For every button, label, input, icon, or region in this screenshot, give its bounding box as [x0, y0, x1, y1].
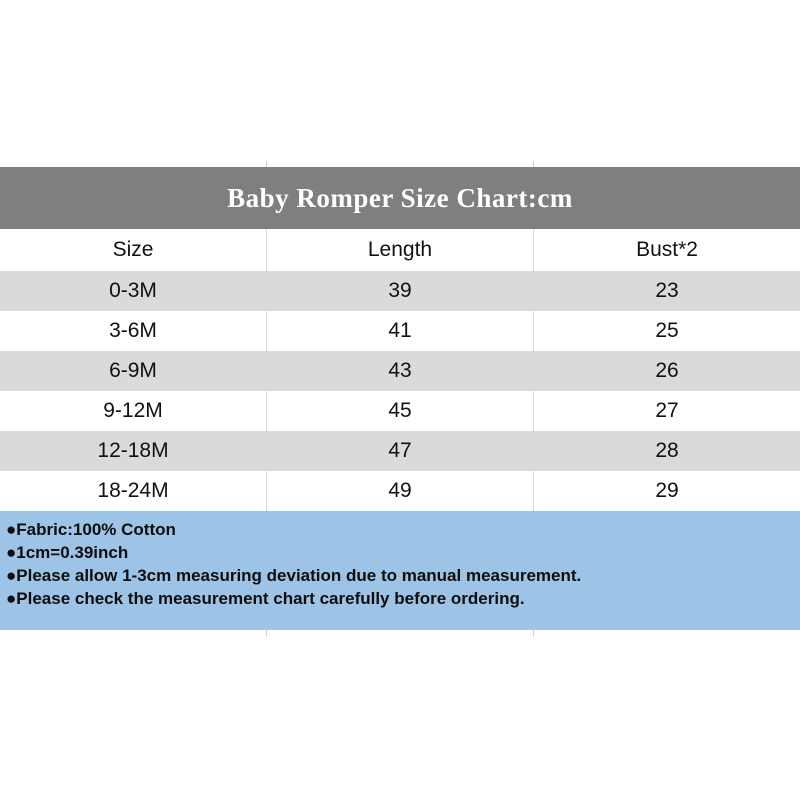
- size-cell: 12-18M: [97, 439, 169, 462]
- table-row: 12-18M 47 28: [0, 431, 800, 471]
- bust-cell: 26: [655, 359, 679, 382]
- note-cm-inch: ●1cm=0.39inch: [6, 543, 129, 562]
- size-table: Size Length Bust*2 0-3M 39 23 3-6M 41 25…: [0, 229, 800, 511]
- column-divider-tick: [266, 161, 267, 167]
- column-divider-tick: [266, 630, 267, 636]
- length-cell: 49: [266, 471, 533, 511]
- table-row: 6-9M 43 26: [0, 351, 800, 391]
- table-header-row: Size Length Bust*2: [0, 229, 800, 271]
- size-cell: 9-12M: [103, 399, 163, 422]
- notes-box: ●Fabric:100% Cotton ●1cm=0.39inch ●Pleas…: [0, 511, 800, 630]
- length-cell: 41: [266, 311, 533, 351]
- column-divider-tick: [533, 630, 534, 636]
- length-cell: 47: [388, 439, 412, 462]
- bust-cell: 28: [655, 439, 679, 462]
- table-row: 3-6M 41 25: [0, 311, 800, 351]
- bust-cell: 27: [533, 391, 800, 431]
- bust-cell: 23: [655, 279, 679, 302]
- note-deviation: ●Please allow 1-3cm measuring deviation …: [6, 566, 582, 585]
- size-cell: 0-3M: [109, 279, 157, 302]
- size-cell: 6-9M: [109, 359, 157, 382]
- table-row: 9-12M 45 27: [0, 391, 800, 431]
- title-bar: Baby Romper Size Chart:cm: [0, 167, 800, 229]
- page-title: Baby Romper Size Chart:cm: [227, 182, 573, 213]
- length-cell: 45: [266, 391, 533, 431]
- column-header-size: Size: [112, 238, 154, 261]
- bust-cell: 29: [533, 471, 800, 511]
- table-row: 0-3M 39 23: [0, 271, 800, 311]
- column-header-length: Length: [266, 229, 533, 271]
- length-cell: 43: [388, 359, 412, 382]
- size-cell: 3-6M: [109, 319, 157, 342]
- note-fabric: ●Fabric:100% Cotton: [6, 520, 176, 539]
- size-cell: 18-24M: [97, 479, 169, 502]
- note-check-chart: ●Please check the measurement chart care…: [6, 589, 525, 608]
- bust-cell: 25: [533, 311, 800, 351]
- column-header-bust: Bust*2: [533, 229, 800, 271]
- length-cell: 39: [388, 279, 412, 302]
- column-divider-tick: [533, 161, 534, 167]
- table-row: 18-24M 49 29: [0, 471, 800, 511]
